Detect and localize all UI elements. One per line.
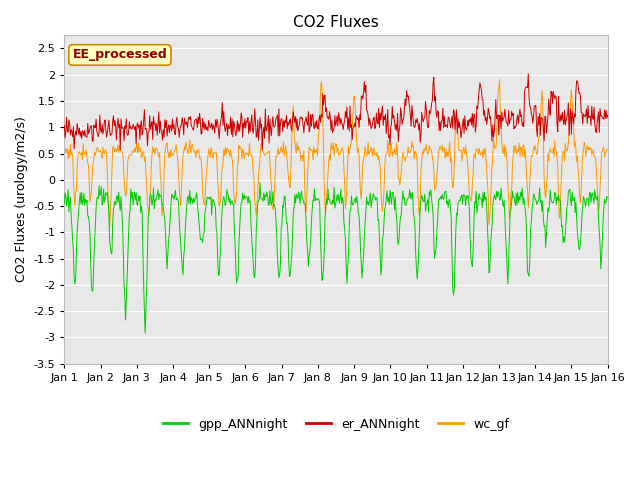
er_ANNnight — [259, 147, 266, 153]
Title: CO2 Fluxes: CO2 Fluxes — [293, 15, 379, 30]
wc_gf — [182, 139, 190, 145]
wc_gf — [70, 193, 78, 199]
er_ANNnight — [181, 120, 189, 126]
gpp_ANNnight — [141, 330, 149, 336]
er_ANNnight — [126, 126, 134, 132]
Line: wc_gf: wc_gf — [65, 80, 607, 227]
gpp_ANNnight — [61, 201, 68, 207]
wc_gf — [106, 224, 113, 229]
Line: gpp_ANNnight: gpp_ANNnight — [65, 183, 607, 333]
wc_gf — [61, 147, 68, 153]
wc_gf — [127, 152, 134, 158]
Text: EE_processed: EE_processed — [72, 48, 167, 61]
Legend: gpp_ANNnight, er_ANNnight, wc_gf: gpp_ANNnight, er_ANNnight, wc_gf — [158, 413, 514, 436]
wc_gf — [419, 149, 426, 155]
gpp_ANNnight — [182, 214, 190, 220]
gpp_ANNnight — [126, 207, 134, 213]
wc_gf — [604, 146, 611, 152]
er_ANNnight — [70, 146, 78, 152]
Line: er_ANNnight: er_ANNnight — [65, 74, 607, 150]
gpp_ANNnight — [256, 180, 264, 186]
er_ANNnight — [604, 112, 611, 118]
wc_gf — [211, 151, 218, 156]
gpp_ANNnight — [404, 197, 412, 203]
wc_gf — [496, 77, 504, 83]
Y-axis label: CO2 Fluxes (urology/m2/s): CO2 Fluxes (urology/m2/s) — [15, 117, 28, 282]
wc_gf — [403, 154, 410, 160]
gpp_ANNnight — [604, 194, 611, 200]
gpp_ANNnight — [419, 199, 427, 204]
gpp_ANNnight — [70, 276, 78, 281]
er_ANNnight — [61, 122, 68, 128]
er_ANNnight — [419, 116, 426, 121]
er_ANNnight — [524, 71, 532, 77]
er_ANNnight — [210, 125, 218, 131]
er_ANNnight — [403, 88, 410, 94]
gpp_ANNnight — [211, 202, 218, 208]
